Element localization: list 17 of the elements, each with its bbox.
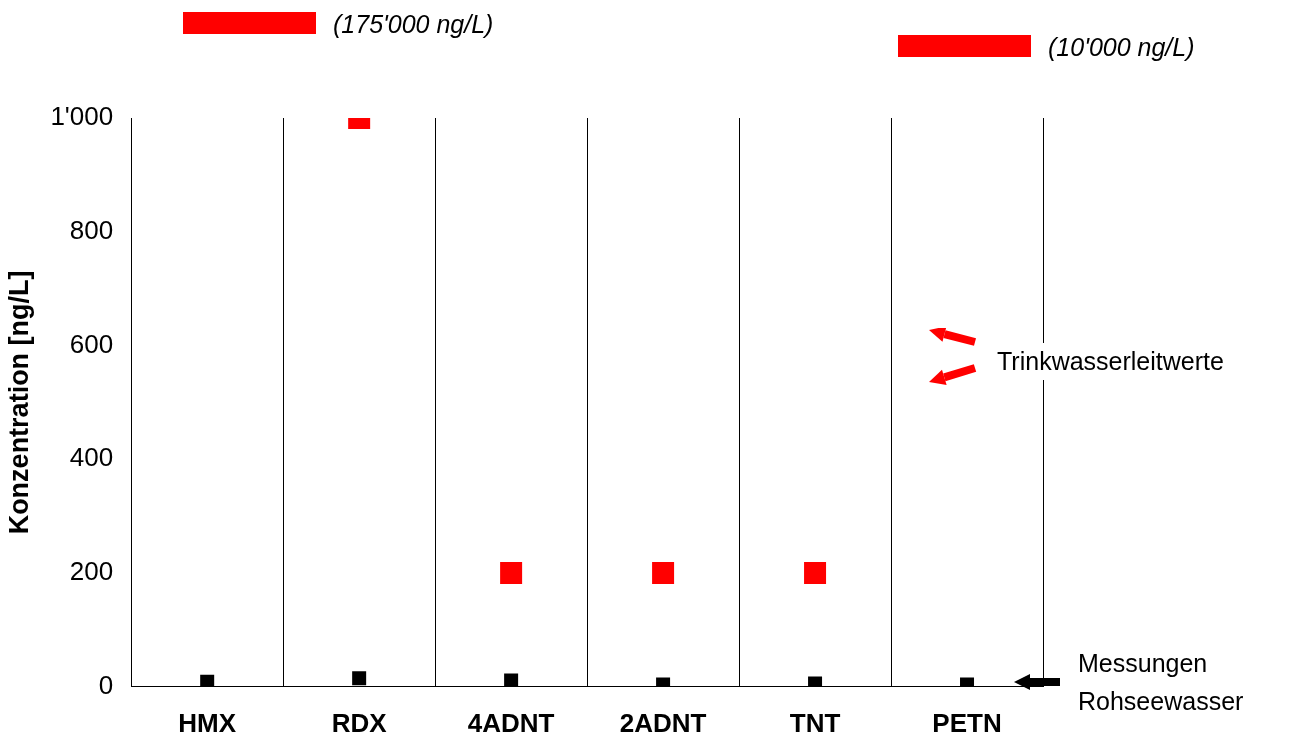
text: (175'000 ng/L): [333, 10, 494, 38]
x-tick-label: RDX: [331, 707, 388, 738]
x-tick-label: 4ADNT: [467, 707, 555, 738]
y-tick-label: 0: [98, 669, 114, 700]
text: (10'000 ng/L): [1048, 33, 1195, 61]
legend-label: Trinkwasserleitwerte: [995, 342, 1226, 380]
y-axis-title: Konzentration [ng/L]: [3, 270, 34, 535]
x-tick-label: 2ADNT: [619, 707, 707, 738]
y-tick-label: 1'000: [50, 101, 114, 132]
y-tick-label: 800: [69, 214, 114, 245]
x-tick-label: HMX: [178, 707, 237, 738]
y-tick-label: 200: [69, 556, 114, 587]
x-tick-label: TNT: [789, 707, 841, 738]
x-tick-label: PETN: [932, 707, 1002, 738]
y-tick-label: 400: [69, 442, 114, 473]
y-tick-label: 600: [69, 328, 114, 359]
legend-label: Messungen Rohseewasser: [1076, 640, 1298, 724]
